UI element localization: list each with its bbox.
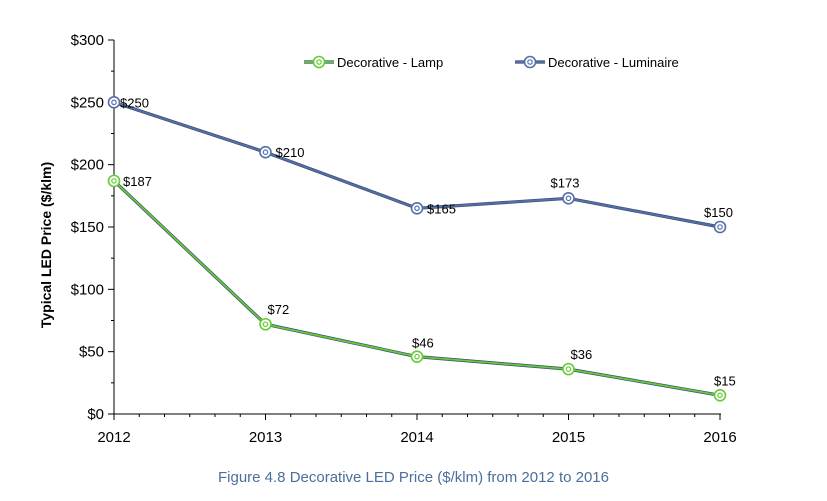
y-tick-label: $200 — [71, 157, 104, 174]
data-point — [410, 202, 424, 215]
legend-label: Decorative - Luminaire — [548, 55, 679, 70]
data-point — [713, 388, 727, 402]
data-point-inner — [717, 392, 723, 399]
legend-label: Decorative - Lamp — [337, 55, 443, 70]
line-chart: $0 $50 $100 $150 $200 $250 $300 2012 2013 2014 201… — [38, 32, 737, 446]
legend-swatch-marker-inner — [527, 59, 533, 65]
data-point-inner — [111, 178, 117, 184]
data-point — [107, 174, 121, 188]
data-point — [713, 220, 727, 234]
y-tick-label: $100 — [71, 281, 104, 298]
data-point-inner — [262, 149, 269, 156]
figure-caption: Figure 4.8 Decorative LED Price ($/klm) … — [217, 469, 609, 486]
x-tick-label: 2014 — [400, 429, 433, 446]
chart-series: $187 $72 $46 $36 $15 $250 $210 $165 $173 $150 — [107, 95, 736, 402]
data-point — [562, 192, 575, 205]
data-point-inner — [717, 224, 723, 230]
y-tick-label: $150 — [71, 219, 104, 236]
x-tick-label: 2013 — [249, 429, 282, 446]
series-1: $250 $210 $165 $173 $150 — [107, 95, 733, 234]
legend-item-1: Decorative - Luminaire — [515, 55, 679, 70]
y-tick-label: $50 — [79, 344, 104, 361]
data-point-inner — [565, 366, 572, 372]
legend-swatch-marker — [523, 55, 537, 69]
data-point — [562, 362, 575, 376]
data-label: $36 — [571, 347, 593, 362]
chart-legend: Decorative - Lamp Decorative - Luminaire — [304, 55, 679, 70]
x-tick-label: 2015 — [552, 429, 585, 446]
series-0: $187 $72 $46 $36 $15 — [107, 174, 736, 402]
data-point — [259, 145, 272, 159]
data-point — [259, 317, 272, 331]
chart-axes: $0 $50 $100 $150 $200 $250 $300 2012 2013 2014 201… — [71, 32, 737, 446]
data-label: $173 — [551, 175, 580, 190]
data-point-inner — [565, 195, 572, 202]
x-tick-label: 2012 — [97, 429, 130, 446]
data-label: $210 — [276, 145, 305, 160]
data-label: $150 — [704, 205, 733, 220]
data-label: $72 — [268, 302, 290, 317]
legend-swatch-marker — [312, 55, 326, 69]
data-label: $187 — [123, 174, 152, 189]
data-point-inner — [414, 353, 420, 360]
x-tick-label: 2016 — [703, 429, 736, 446]
data-point-inner — [111, 99, 117, 106]
data-label: $46 — [412, 336, 434, 351]
legend-item-0: Decorative - Lamp — [304, 55, 443, 70]
data-label: $250 — [120, 95, 149, 110]
y-tick-label: $250 — [71, 94, 104, 111]
data-point — [107, 96, 121, 109]
y-tick-label: $0 — [87, 406, 104, 423]
data-point-inner — [262, 321, 269, 328]
y-axis-title: Typical LED Price ($/klm) — [38, 162, 54, 328]
data-point-inner — [414, 205, 420, 212]
y-tick-label: $300 — [71, 32, 104, 49]
legend-swatch-marker-inner — [316, 59, 322, 65]
data-point — [410, 350, 424, 363]
data-label: $15 — [714, 373, 736, 388]
data-label: $165 — [427, 201, 456, 216]
